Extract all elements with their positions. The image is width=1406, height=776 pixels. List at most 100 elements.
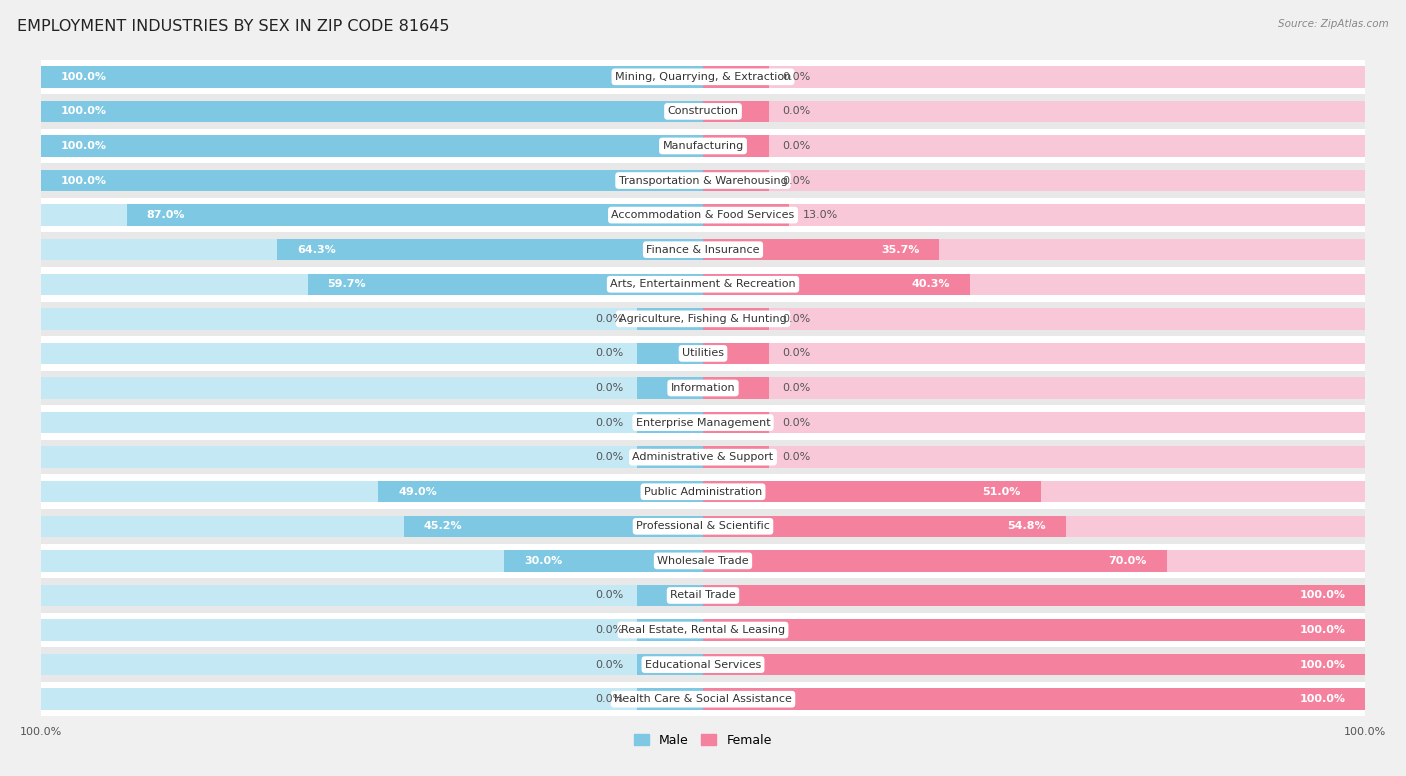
Bar <box>703 170 769 191</box>
Bar <box>41 274 703 295</box>
Bar <box>41 647 1365 682</box>
Bar <box>41 267 1365 302</box>
Text: Accommodation & Food Services: Accommodation & Food Services <box>612 210 794 220</box>
Text: 51.0%: 51.0% <box>983 487 1021 497</box>
Bar <box>41 446 703 468</box>
Bar <box>703 654 1365 675</box>
Bar <box>703 377 1365 399</box>
Text: 54.8%: 54.8% <box>1008 521 1046 532</box>
Bar <box>41 509 1365 544</box>
Bar <box>703 377 769 399</box>
Text: Construction: Construction <box>668 106 738 116</box>
Bar <box>41 135 703 157</box>
Text: Administrative & Support: Administrative & Support <box>633 452 773 462</box>
Bar <box>41 688 703 710</box>
Bar <box>41 440 1365 474</box>
Text: 0.0%: 0.0% <box>595 314 623 324</box>
Bar <box>703 412 769 433</box>
Bar <box>505 550 703 572</box>
Text: 0.0%: 0.0% <box>783 383 811 393</box>
Text: 0.0%: 0.0% <box>783 348 811 359</box>
Text: 100.0%: 100.0% <box>60 106 107 116</box>
Text: 64.3%: 64.3% <box>297 244 336 255</box>
Bar <box>703 585 1365 606</box>
Bar <box>703 204 1365 226</box>
Text: 13.0%: 13.0% <box>803 210 838 220</box>
Text: 100.0%: 100.0% <box>60 141 107 151</box>
Text: 0.0%: 0.0% <box>783 417 811 428</box>
Text: 87.0%: 87.0% <box>146 210 186 220</box>
Text: 100.0%: 100.0% <box>1299 695 1346 704</box>
Bar <box>703 170 1365 191</box>
Bar <box>41 544 1365 578</box>
Bar <box>127 204 703 226</box>
Bar <box>703 66 1365 88</box>
Bar <box>41 585 703 606</box>
Bar <box>41 135 703 157</box>
Text: 0.0%: 0.0% <box>783 141 811 151</box>
Text: Wholesale Trade: Wholesale Trade <box>657 556 749 566</box>
Bar <box>703 619 1365 641</box>
Bar <box>637 688 703 710</box>
Text: Finance & Insurance: Finance & Insurance <box>647 244 759 255</box>
Bar <box>41 515 703 537</box>
Bar <box>41 343 703 364</box>
Bar <box>703 101 1365 122</box>
Bar <box>703 412 1365 433</box>
Bar <box>703 308 1365 330</box>
Text: 59.7%: 59.7% <box>328 279 366 289</box>
Text: 0.0%: 0.0% <box>595 660 623 670</box>
Bar <box>703 446 769 468</box>
Bar <box>703 66 769 88</box>
Text: 49.0%: 49.0% <box>398 487 437 497</box>
Text: 40.3%: 40.3% <box>911 279 950 289</box>
Bar <box>41 474 1365 509</box>
Text: Source: ZipAtlas.com: Source: ZipAtlas.com <box>1278 19 1389 29</box>
Text: Public Administration: Public Administration <box>644 487 762 497</box>
Bar <box>637 343 703 364</box>
Bar <box>703 481 1365 502</box>
Bar <box>703 585 1365 606</box>
Bar <box>404 515 703 537</box>
Bar <box>703 619 1365 641</box>
Text: Information: Information <box>671 383 735 393</box>
Text: 0.0%: 0.0% <box>783 72 811 81</box>
Text: EMPLOYMENT INDUSTRIES BY SEX IN ZIP CODE 81645: EMPLOYMENT INDUSTRIES BY SEX IN ZIP CODE… <box>17 19 450 34</box>
Bar <box>703 274 970 295</box>
Bar <box>703 515 1066 537</box>
Text: Utilities: Utilities <box>682 348 724 359</box>
Text: Transportation & Warehousing: Transportation & Warehousing <box>619 175 787 185</box>
Bar <box>703 239 1365 261</box>
Bar <box>41 550 703 572</box>
Text: 0.0%: 0.0% <box>783 175 811 185</box>
Bar <box>378 481 703 502</box>
Bar <box>41 163 1365 198</box>
Bar <box>41 60 1365 94</box>
Text: 100.0%: 100.0% <box>1299 660 1346 670</box>
Bar <box>703 239 939 261</box>
Bar <box>637 619 703 641</box>
Bar <box>637 377 703 399</box>
Text: Arts, Entertainment & Recreation: Arts, Entertainment & Recreation <box>610 279 796 289</box>
Bar <box>703 343 1365 364</box>
Text: 100.0%: 100.0% <box>1299 625 1346 635</box>
Bar <box>41 654 703 675</box>
Text: 0.0%: 0.0% <box>783 452 811 462</box>
Bar <box>703 481 1040 502</box>
Text: 100.0%: 100.0% <box>60 175 107 185</box>
Text: Educational Services: Educational Services <box>645 660 761 670</box>
Bar <box>41 170 703 191</box>
Bar <box>703 204 789 226</box>
Bar <box>41 578 1365 613</box>
Bar <box>41 308 703 330</box>
Text: 0.0%: 0.0% <box>783 106 811 116</box>
Bar <box>41 198 1365 232</box>
Bar <box>703 135 769 157</box>
Bar <box>41 336 1365 371</box>
Bar <box>637 308 703 330</box>
Bar <box>703 101 769 122</box>
Text: 100.0%: 100.0% <box>1299 591 1346 601</box>
Text: Professional & Scientific: Professional & Scientific <box>636 521 770 532</box>
Bar <box>41 101 703 122</box>
Text: Mining, Quarrying, & Extraction: Mining, Quarrying, & Extraction <box>614 72 792 81</box>
